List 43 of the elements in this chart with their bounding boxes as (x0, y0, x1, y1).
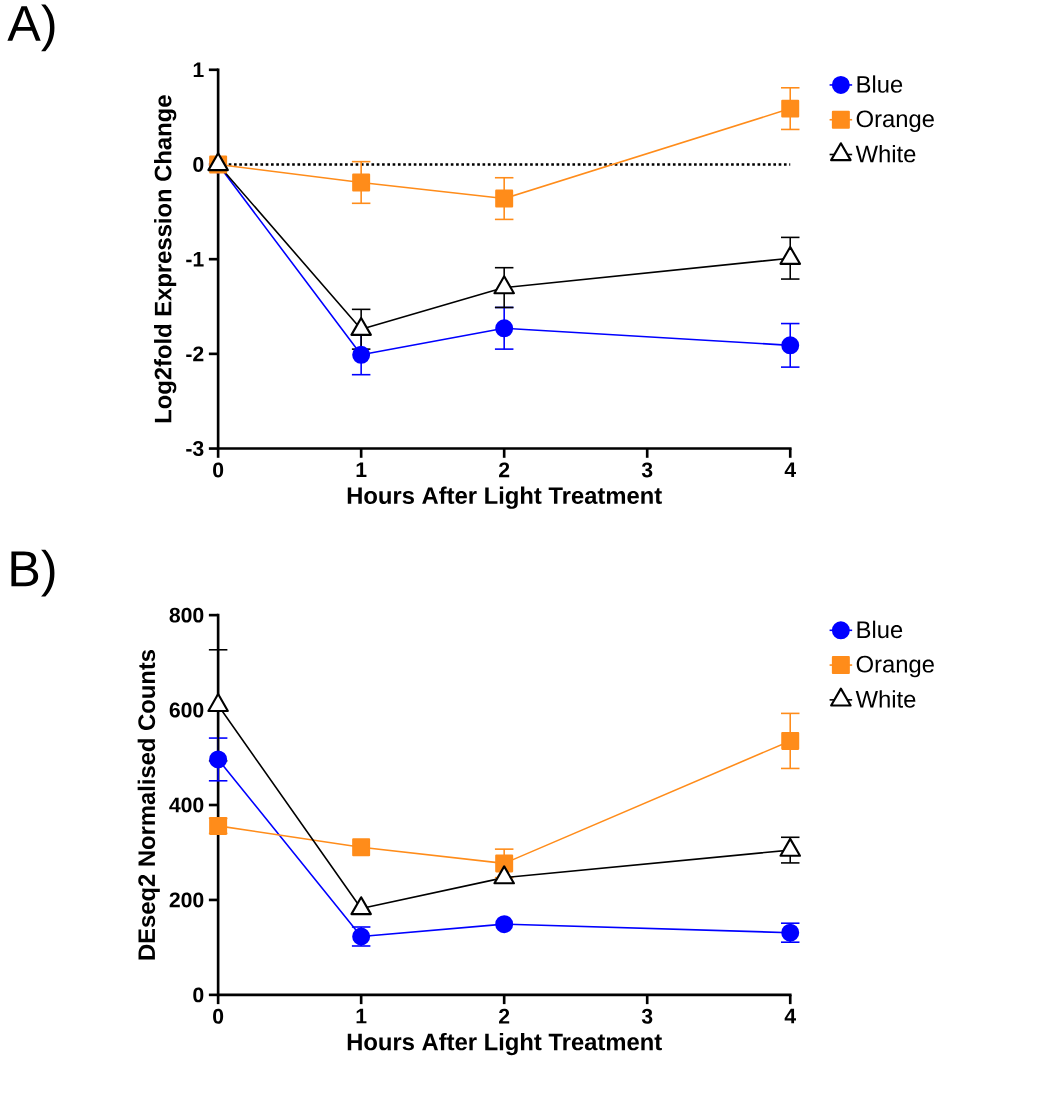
y-tick-label: 800 (169, 607, 204, 623)
x-tick-label: 4 (784, 1008, 797, 1024)
point (352, 173, 371, 192)
x-tick-label: 1 (356, 1008, 367, 1024)
point (495, 915, 514, 934)
y-tick-label: -1 (186, 251, 204, 267)
point (781, 731, 800, 750)
y-tick-label: -3 (186, 441, 204, 457)
y-axis-title: DEseq2 Normalised Counts (137, 649, 160, 960)
chart-title: B) (11, 549, 55, 597)
x-tick-label: 3 (641, 462, 653, 478)
point (781, 336, 800, 355)
x-tick-label: 2 (499, 462, 510, 478)
legend-label: Blue (857, 75, 903, 93)
y-axis-title: Log2fold Expression Change (154, 95, 177, 423)
point (495, 854, 514, 873)
legend-label: White (855, 690, 916, 708)
legend-label: White (855, 144, 916, 163)
y-tick-label: 0 (193, 157, 204, 172)
y-tick-label: 400 (169, 797, 204, 813)
point (495, 189, 514, 208)
legend-label: Orange (856, 110, 934, 132)
y-tick-label: 0 (193, 987, 204, 1003)
y-tick-label: 1 (193, 62, 204, 78)
y-tick-label: -2 (186, 346, 204, 362)
point (352, 838, 371, 857)
x-tick-label: 3 (641, 1008, 653, 1024)
point (781, 99, 800, 118)
legend-label: Orange (856, 655, 934, 678)
x-tick-label: 0 (213, 1008, 224, 1024)
chart-title: A) (7, 4, 55, 52)
y-tick-label: 600 (169, 702, 204, 718)
x-tick-label: 1 (356, 462, 367, 478)
x-tick-label: 0 (213, 462, 224, 478)
point (352, 345, 371, 364)
legend-label: Blue (857, 620, 903, 639)
point (495, 319, 514, 338)
y-tick-label: 200 (169, 892, 204, 908)
point (209, 750, 228, 769)
x-tick-label: 2 (499, 1008, 510, 1024)
x-axis-title: Hours After Light Treatment (347, 486, 662, 509)
x-tick-label: 4 (784, 462, 797, 478)
x-axis-title: Hours After Light Treatment (347, 1032, 662, 1056)
